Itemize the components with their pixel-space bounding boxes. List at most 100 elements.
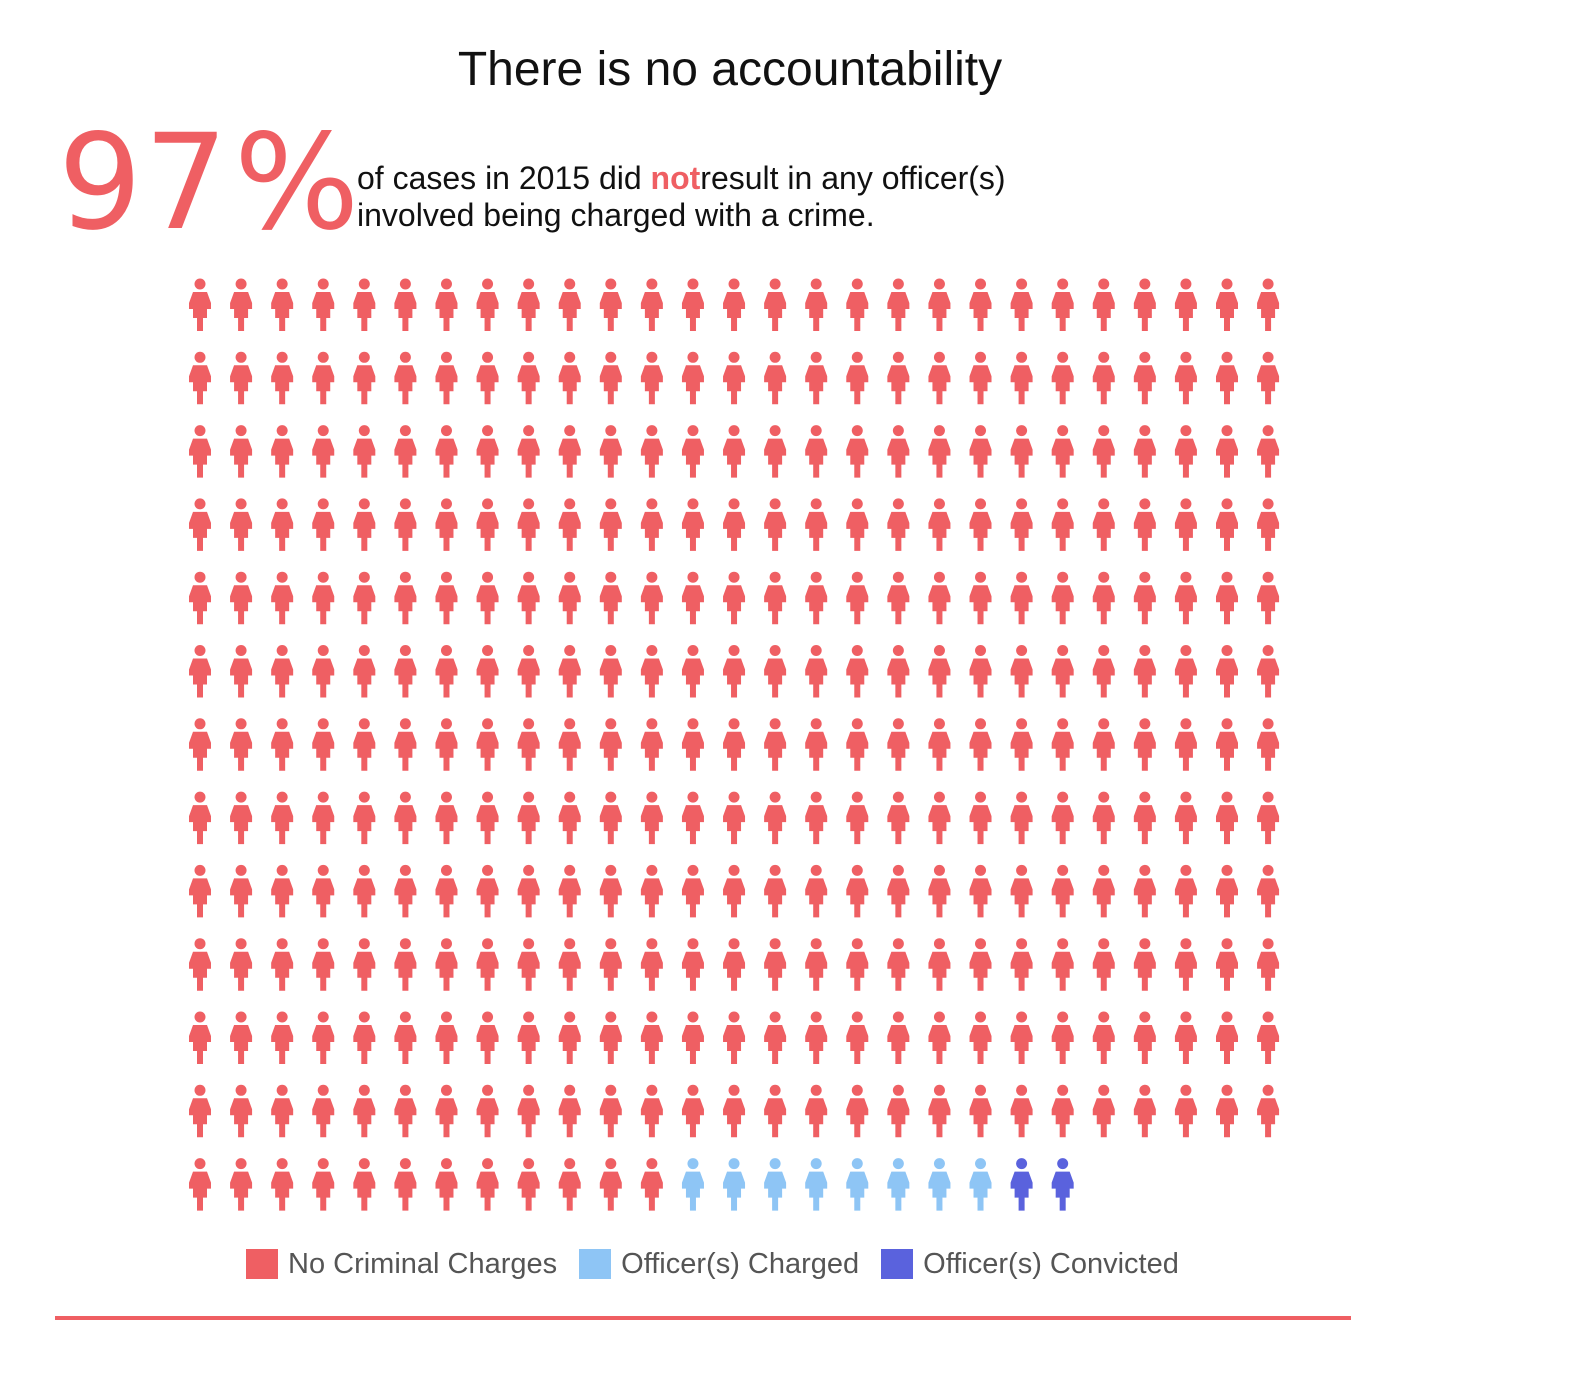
person-icon-no-charges	[640, 1084, 663, 1138]
person-icon-no-charges	[1092, 938, 1115, 991]
legend-swatch-charged	[579, 1249, 612, 1279]
person-icon-no-charges	[846, 938, 869, 991]
person-icon-no-charges	[1133, 278, 1156, 331]
person-icon-no-charges	[394, 718, 417, 771]
person-icon-no-charges	[1092, 1011, 1115, 1064]
person-icon-no-charges	[558, 571, 581, 625]
person-icon-no-charges	[1010, 718, 1033, 771]
person-icon-no-charges	[969, 718, 992, 771]
person-icon-no-charges	[969, 645, 992, 698]
person-icon-no-charges	[681, 864, 704, 918]
person-icon-no-charges	[1092, 278, 1115, 331]
person-icon-no-charges	[887, 645, 910, 698]
person-icon-no-charges	[435, 1158, 458, 1211]
person-icon-no-charges	[681, 351, 704, 405]
person-icon-no-charges	[1010, 791, 1033, 845]
person-icon-no-charges	[353, 791, 376, 845]
person-icon-no-charges	[764, 571, 787, 625]
person-icon-no-charges	[1257, 571, 1280, 625]
person-icon-no-charges	[681, 1011, 704, 1064]
big-percentage: 97 %	[58, 108, 359, 258]
person-icon-no-charges	[271, 718, 294, 771]
person-icon-no-charges	[394, 278, 417, 331]
person-icon-no-charges	[764, 791, 787, 845]
person-icon-no-charges	[928, 351, 951, 405]
person-icon-no-charges	[887, 791, 910, 845]
person-icon-no-charges	[1092, 864, 1115, 918]
person-icon-charged	[846, 1158, 869, 1211]
person-icon-no-charges	[476, 278, 499, 331]
person-icon-no-charges	[1010, 498, 1033, 551]
person-icon-no-charges	[599, 498, 622, 551]
person-icon-no-charges	[1174, 1084, 1197, 1138]
person-icon-no-charges	[435, 791, 458, 845]
person-icon-no-charges	[1133, 864, 1156, 918]
person-icon-no-charges	[230, 425, 253, 478]
person-icon-no-charges	[394, 425, 417, 478]
person-icon-charged	[764, 1158, 787, 1211]
person-icon-no-charges	[189, 645, 211, 698]
person-icon-no-charges	[230, 1158, 253, 1211]
percentage-sign: %	[233, 106, 360, 260]
person-icon-no-charges	[887, 571, 910, 625]
person-icon-no-charges	[764, 718, 787, 771]
person-icon-no-charges	[435, 645, 458, 698]
person-icon-no-charges	[1051, 718, 1074, 771]
person-icon-no-charges	[189, 498, 211, 551]
person-icon-no-charges	[969, 938, 992, 991]
person-icon-no-charges	[723, 1084, 746, 1138]
person-icon-no-charges	[599, 351, 622, 405]
person-icon-no-charges	[805, 571, 828, 625]
person-icon-no-charges	[1092, 425, 1115, 478]
person-icon-no-charges	[271, 571, 294, 625]
person-icon-no-charges	[558, 938, 581, 991]
person-icon-no-charges	[517, 425, 540, 478]
person-icon-no-charges	[1174, 498, 1197, 551]
person-icon-no-charges	[599, 278, 622, 331]
person-icon-charged	[969, 1158, 992, 1211]
person-icon-no-charges	[640, 1158, 663, 1211]
person-icon-no-charges	[599, 1084, 622, 1138]
person-icon-no-charges	[723, 425, 746, 478]
legend-label-convicted: Officer(s) Convicted	[923, 1247, 1179, 1280]
person-icon-no-charges	[640, 1011, 663, 1064]
person-icon-no-charges	[394, 498, 417, 551]
person-icon-no-charges	[271, 1158, 294, 1211]
person-icon-convicted	[1051, 1158, 1074, 1211]
person-icon-no-charges	[640, 864, 663, 918]
person-icon-no-charges	[681, 425, 704, 478]
person-icon-no-charges	[558, 1084, 581, 1138]
person-icon-no-charges	[1216, 498, 1238, 551]
person-icon-no-charges	[1174, 864, 1197, 918]
person-icon-no-charges	[887, 1084, 910, 1138]
person-icon-no-charges	[517, 571, 540, 625]
person-icon-no-charges	[1133, 718, 1156, 771]
person-icon-no-charges	[476, 498, 499, 551]
person-icon-no-charges	[1092, 791, 1115, 845]
person-icon-no-charges	[1051, 278, 1074, 331]
person-icon-no-charges	[887, 425, 910, 478]
person-icon-no-charges	[271, 864, 294, 918]
person-icon-no-charges	[640, 278, 663, 331]
person-icon-no-charges	[312, 791, 335, 845]
person-icon-no-charges	[1257, 498, 1280, 551]
person-icon-no-charges	[969, 278, 992, 331]
person-icon-no-charges	[887, 351, 910, 405]
legend-item-convicted: Officer(s) Convicted	[881, 1248, 1179, 1281]
person-icon-no-charges	[1010, 645, 1033, 698]
person-icon-convicted	[1010, 1158, 1033, 1211]
person-icon-no-charges	[1257, 425, 1280, 478]
person-icon-no-charges	[1257, 938, 1280, 991]
person-icon-no-charges	[558, 425, 581, 478]
person-icon-no-charges	[353, 571, 376, 625]
person-icon-no-charges	[681, 1084, 704, 1138]
person-icon-no-charges	[517, 278, 540, 331]
person-icon-no-charges	[640, 498, 663, 551]
person-icon-no-charges	[312, 1011, 335, 1064]
person-icon-no-charges	[969, 351, 992, 405]
person-icon-no-charges	[1092, 1084, 1115, 1138]
person-icon-no-charges	[805, 938, 828, 991]
person-icon-no-charges	[271, 645, 294, 698]
person-icon-no-charges	[846, 791, 869, 845]
person-icon-no-charges	[1010, 864, 1033, 918]
